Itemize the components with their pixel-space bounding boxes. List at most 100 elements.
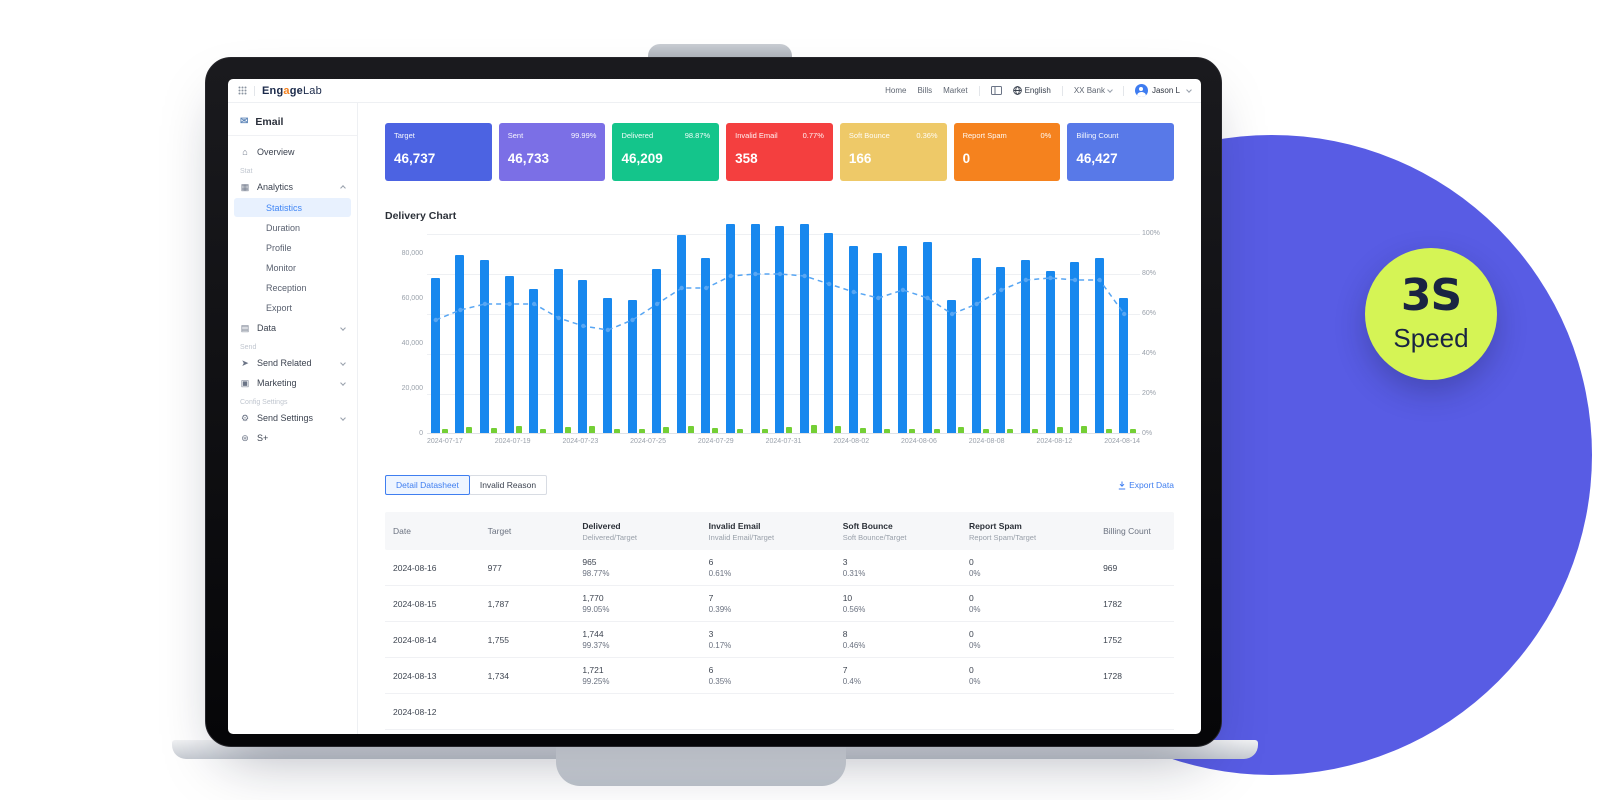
table-cell: 1,734 <box>487 670 509 681</box>
primary-bar <box>529 289 539 433</box>
secondary-bar <box>1130 429 1137 433</box>
cell-percent: 99.25% <box>582 677 610 686</box>
table-cell: 6 0.61% <box>701 557 835 578</box>
y-axis-left-tick: 20,000 <box>401 385 423 392</box>
chart-bar-group <box>943 300 968 433</box>
language-switcher[interactable]: English <box>1012 86 1051 95</box>
table-cell: 1,721 99.25% <box>574 665 700 686</box>
sidebar-item-analytics[interactable]: ▦ Analytics <box>228 177 357 197</box>
sidebar-item-send-settings[interactable]: ⚙ Send Settings <box>228 408 357 428</box>
primary-bar <box>479 259 489 433</box>
cell-value: 3 <box>842 557 848 567</box>
stat-card-header: Report Spam 0% <box>963 131 1052 140</box>
chart-bar-group <box>771 226 796 433</box>
sidebar-item-profile[interactable]: Profile <box>234 238 351 257</box>
primary-bar <box>971 257 981 433</box>
sidebar-item-reception[interactable]: Reception <box>234 278 351 297</box>
y-axis-left-tick: 0 <box>419 430 423 437</box>
secondary-bar <box>786 427 793 433</box>
chevron-down-icon <box>340 379 346 386</box>
sidebar-item-s-[interactable]: ⊛ S+ <box>228 428 357 448</box>
app-grid-icon[interactable] <box>238 86 247 95</box>
secondary-bar <box>1105 428 1112 433</box>
column-header-delivered: Delivered Delivered/Target <box>574 521 700 542</box>
primary-bar <box>775 226 785 433</box>
chart-bar-group <box>1042 271 1067 433</box>
column-subtitle: Soft Bounce/Target <box>842 532 907 542</box>
primary-bar <box>947 300 957 433</box>
data-icon: ▤ <box>240 322 250 333</box>
cell-percent: 0.35% <box>708 677 732 686</box>
panel-layout-icon[interactable] <box>990 86 1002 95</box>
chart-bar-group <box>722 223 747 433</box>
nav-market[interactable]: Market <box>943 86 968 95</box>
secondary-bar <box>589 426 596 433</box>
primary-bar <box>848 246 858 433</box>
cell-percent: 0% <box>968 605 981 614</box>
chart-plot-area: 80,000 60,000 40,000 20,000 0 100% 80% 60% 40% 20… <box>402 223 1160 437</box>
dashboard-screen: EngageLab Home Bills Market English <box>228 79 1201 734</box>
table-cell: 2024-08-16 <box>393 562 437 573</box>
chart-bars <box>427 223 1140 433</box>
detail-datasheet-table: Date Target Delivered Delivered/Target Inval… <box>385 512 1174 730</box>
sidebar-item-export[interactable]: Export <box>234 298 351 317</box>
primary-bar <box>824 232 834 433</box>
chart-bar-group <box>648 268 673 433</box>
cell-percent: 0% <box>968 569 981 578</box>
email-icon: ✉ <box>240 116 249 127</box>
stat-card-header: Delivered 98.87% <box>621 131 710 140</box>
secondary-bar <box>933 428 940 433</box>
export-data-button[interactable]: Export Data <box>1118 480 1174 490</box>
nav-home[interactable]: Home <box>885 86 907 95</box>
chart-bar-group <box>919 241 944 433</box>
sidebar-section-label: Stat <box>240 168 253 175</box>
sidebar: ✉ Email ⌂ Overview Stat ▦ Analytics Statistic… <box>228 103 358 734</box>
table-cell <box>574 711 700 713</box>
sidebar-item-overview[interactable]: ⌂ Overview <box>228 142 357 162</box>
primary-bar <box>578 280 588 433</box>
primary-bar <box>1070 262 1080 433</box>
sidebar-item-monitor[interactable]: Monitor <box>234 258 351 277</box>
cell-percent: 99.05% <box>582 605 610 614</box>
sidebar-item-duration[interactable]: Duration <box>234 218 351 237</box>
send-icon: ➤ <box>241 357 249 368</box>
cell-value: 0 <box>968 557 974 567</box>
cell-percent: 98.77% <box>582 569 610 578</box>
sidebar-product-email[interactable]: ✉ Email <box>228 108 357 136</box>
chart-bar-group <box>796 223 821 433</box>
cell-percent: 0.39% <box>708 605 732 614</box>
chart-bar-group <box>525 289 550 433</box>
divider <box>254 85 255 96</box>
account-dropdown[interactable]: XX Bank <box>1074 86 1113 95</box>
sidebar-item-marketing[interactable]: ▣ Marketing <box>228 373 357 393</box>
stat-card-label: Report Spam <box>962 131 1007 140</box>
primary-bar <box>553 268 563 433</box>
tab-invalid-reason[interactable]: Invalid Reason <box>468 475 548 495</box>
stat-card-header: Sent 99.99% <box>508 131 597 140</box>
cell-value: 0 <box>968 593 974 603</box>
user-menu[interactable]: Jason L <box>1134 84 1192 97</box>
sidebar-item-label: Send Settings <box>257 413 314 423</box>
table-cell: 0 0% <box>961 593 1095 614</box>
chart-bar-group <box>501 275 526 433</box>
x-axis-tick-label: 2024-07-19 <box>494 438 531 445</box>
y-axis-right-tick: 80% <box>1142 270 1157 277</box>
tab-detail-datasheet[interactable]: Detail Datasheet <box>385 475 470 495</box>
sidebar-item-send-related[interactable]: ➤ Send Related <box>228 353 357 373</box>
stat-card-label: Target <box>394 131 415 140</box>
chevron-down-icon <box>340 324 346 331</box>
sidebar-item-statistics[interactable]: Statistics <box>234 198 351 217</box>
table-cell: 1,744 99.37% <box>574 629 700 650</box>
stat-cards-row: Target 46,737 Sent 99.99% 46,733 Delivered 98.… <box>385 123 1175 181</box>
table-cell: 2024-08-13 <box>393 670 437 681</box>
sidebar-item-data[interactable]: ▤ Data <box>228 318 357 338</box>
table-cell: 8 0.46% <box>835 629 961 650</box>
table-cell: 7 0.4% <box>835 665 961 686</box>
column-header-date: Date <box>393 526 411 536</box>
stat-card-soft-bounce: Soft Bounce 0.36% 166 <box>839 123 947 181</box>
y-axis-right-tick: 60% <box>1142 310 1157 317</box>
nav-bills[interactable]: Bills <box>917 86 933 95</box>
table-cell <box>835 711 961 713</box>
table-cell: 1,755 <box>487 634 509 645</box>
table-cell: 1,787 <box>487 598 509 609</box>
